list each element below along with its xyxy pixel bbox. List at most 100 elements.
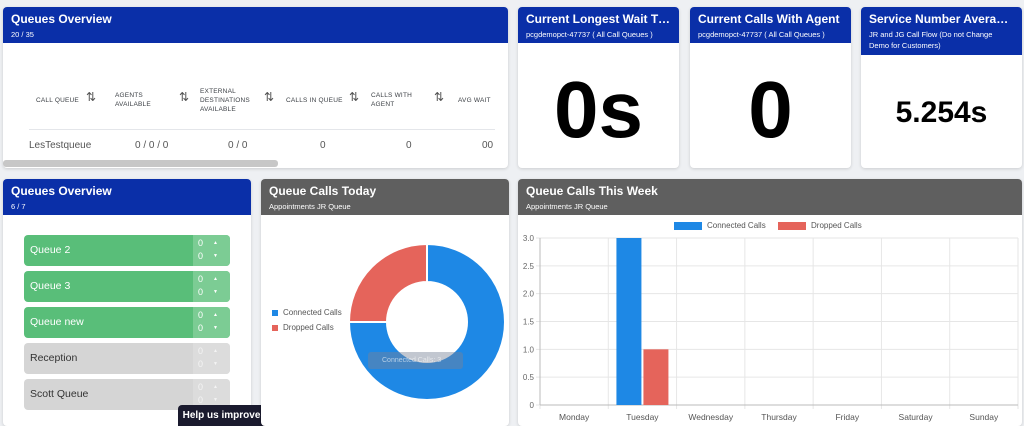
sort-icon[interactable]: ⇅ bbox=[434, 90, 445, 104]
x-tick-label: Sunday bbox=[969, 412, 999, 422]
arrow-down-icon: ▼ bbox=[213, 397, 218, 403]
arrow-up-icon: ▲ bbox=[213, 240, 218, 246]
card-title: Queue Calls This Week bbox=[526, 184, 658, 198]
legend-label: Dropped Calls bbox=[811, 221, 862, 230]
arrow-up-icon: ▲ bbox=[213, 348, 218, 354]
cell-avg-wait: 00 bbox=[482, 140, 494, 151]
queue-counts: 0 ▲ 0 ▼ bbox=[193, 271, 230, 302]
card-header: Queue Calls This Week Appointments JR Qu… bbox=[518, 179, 1022, 215]
col-call-queue[interactable]: CALL QUEUE bbox=[36, 96, 79, 104]
donut-slice-dropped-calls[interactable] bbox=[347, 242, 428, 323]
card-header: Queues Overview 20 / 35 bbox=[3, 7, 508, 43]
longest-wait-card: Current Longest Wait Time pcgdemopct-477… bbox=[518, 7, 679, 168]
legend-item-connected[interactable]: Connected Calls bbox=[272, 308, 342, 317]
queue-calls-week-card: Queue Calls This Week Appointments JR Qu… bbox=[518, 179, 1022, 426]
queue-counts: 0 ▲ 0 ▼ bbox=[193, 307, 230, 338]
help-us-improve-button[interactable]: Help us improve bbox=[178, 405, 265, 426]
x-tick-label: Wednesday bbox=[688, 412, 733, 422]
chart-tooltip: Connected Calls: 3 bbox=[368, 352, 463, 369]
card-subtitle: Appointments JR Queue bbox=[269, 202, 351, 211]
calls-with-agent-card: Current Calls With Agent pcgdemopct-4773… bbox=[690, 7, 851, 168]
y-tick-label: 3.0 bbox=[523, 234, 535, 243]
longest-wait-value: 0s bbox=[554, 65, 643, 154]
col-external-destinations[interactable]: EXTERNAL DESTINATIONS AVAILABLE bbox=[200, 87, 250, 113]
cell-agents: 0 / 0 / 0 bbox=[135, 140, 169, 151]
y-tick-label: 0 bbox=[530, 401, 535, 410]
count-b: 0 bbox=[198, 395, 204, 405]
queue-name: Queue 3 bbox=[30, 280, 71, 292]
card-title: Queues Overview bbox=[11, 12, 112, 26]
calls-with-agent-value: 0 bbox=[748, 65, 793, 154]
col-agents-available[interactable]: AGENTS AVAILABLE bbox=[115, 92, 151, 108]
queue-name: Queue 2 bbox=[30, 244, 71, 256]
card-header: Current Calls With Agent pcgdemopct-4773… bbox=[690, 7, 851, 43]
legend-item-connected[interactable]: Connected Calls bbox=[674, 221, 766, 230]
arrow-up-icon: ▲ bbox=[213, 276, 218, 282]
queue-item[interactable]: Queue 2 0 ▲ 0 ▼ bbox=[24, 235, 230, 266]
card-title: Queue Calls Today bbox=[269, 184, 377, 198]
service-number-value: 5.254s bbox=[895, 96, 988, 129]
legend-swatch bbox=[674, 221, 702, 230]
queue-counts: 0 ▲ 0 ▼ bbox=[193, 343, 230, 374]
sort-icon[interactable]: ⇅ bbox=[264, 90, 275, 104]
cell-queue[interactable]: LesTestqueue bbox=[29, 140, 92, 151]
queue-counts: 0 ▲ 0 ▼ bbox=[193, 379, 230, 410]
count-b: 0 bbox=[198, 323, 204, 333]
queue-item[interactable]: Queue 3 0 ▲ 0 ▼ bbox=[24, 271, 230, 302]
legend-label: Connected Calls bbox=[707, 221, 766, 230]
legend-item-dropped[interactable]: Dropped Calls bbox=[272, 323, 334, 332]
y-tick-label: 2.0 bbox=[523, 290, 535, 299]
count-a: 0 bbox=[198, 382, 204, 392]
table-header: CALL QUEUE ⇅ AGENTS AVAILABLE ⇅ EXTERNAL… bbox=[29, 70, 495, 130]
card-title: Current Calls With Agent bbox=[698, 12, 840, 26]
queue-name: Scott Queue bbox=[30, 388, 89, 400]
bar-connected-calls-tuesday[interactable] bbox=[616, 238, 642, 405]
count-a: 0 bbox=[198, 346, 204, 356]
arrow-down-icon: ▼ bbox=[213, 361, 218, 367]
card-subtitle: pcgdemopct-47737 ( All Call Queues ) bbox=[698, 30, 825, 39]
queue-item[interactable]: Queue new 0 ▲ 0 ▼ bbox=[24, 307, 230, 338]
x-tick-label: Monday bbox=[559, 412, 590, 422]
queue-item[interactable]: Reception 0 ▲ 0 ▼ bbox=[24, 343, 230, 374]
card-header: Service Number Average W... JR and JG Ca… bbox=[861, 7, 1022, 55]
bar-dropped-calls-tuesday[interactable] bbox=[643, 349, 669, 405]
sort-icon[interactable]: ⇅ bbox=[179, 90, 190, 104]
y-tick-label: 1.0 bbox=[523, 345, 535, 354]
legend-swatch bbox=[272, 324, 278, 331]
card-subtitle: JR and JG Call Flow (Do not Change Demo … bbox=[869, 30, 993, 50]
y-tick-label: 0.5 bbox=[523, 373, 535, 382]
card-subtitle: 20 / 35 bbox=[11, 30, 34, 39]
queues-table: CALL QUEUE ⇅ AGENTS AVAILABLE ⇅ EXTERNAL… bbox=[29, 70, 495, 160]
x-tick-label: Friday bbox=[835, 412, 859, 422]
queue-name: Reception bbox=[30, 352, 78, 364]
sort-icon[interactable]: ⇅ bbox=[349, 90, 360, 104]
card-title: Current Longest Wait Time bbox=[526, 12, 671, 26]
col-calls-in-queue[interactable]: CALLS IN QUEUE bbox=[286, 96, 343, 104]
card-header: Queues Overview 6 / 7 bbox=[3, 179, 251, 215]
y-tick-label: 2.5 bbox=[523, 262, 535, 271]
legend-swatch bbox=[272, 309, 278, 316]
bar-chart[interactable]: 0 0.5 1.0 1.5 2.0 2.5 3.0 Monday Tuesday Wednesda… bbox=[518, 231, 1022, 426]
arrow-down-icon: ▼ bbox=[213, 253, 218, 259]
col-avg-wait[interactable]: AVG WAIT bbox=[458, 96, 491, 104]
card-header: Queue Calls Today Appointments JR Queue bbox=[261, 179, 509, 215]
queue-counts: 0 ▲ 0 ▼ bbox=[193, 235, 230, 266]
count-b: 0 bbox=[198, 251, 204, 261]
arrow-up-icon: ▲ bbox=[213, 312, 218, 318]
donut-chart[interactable] bbox=[347, 242, 507, 402]
y-tick-label: 1.5 bbox=[523, 318, 535, 327]
sort-icon[interactable]: ⇅ bbox=[86, 90, 97, 104]
arrow-up-icon: ▲ bbox=[213, 384, 218, 390]
card-title: Queues Overview bbox=[11, 184, 112, 198]
count-a: 0 bbox=[198, 238, 204, 248]
x-tick-label: Tuesday bbox=[626, 412, 659, 422]
card-subtitle: 6 / 7 bbox=[11, 202, 26, 211]
queue-item[interactable]: Scott Queue 0 ▲ 0 ▼ bbox=[24, 379, 230, 410]
legend-label: Dropped Calls bbox=[283, 323, 334, 332]
legend-item-dropped[interactable]: Dropped Calls bbox=[778, 221, 862, 230]
legend-swatch bbox=[778, 221, 806, 230]
donut-slice-connected-calls[interactable] bbox=[347, 242, 506, 401]
col-calls-with-agent[interactable]: CALLS WITH AGENT bbox=[371, 92, 413, 108]
service-number-card: Service Number Average W... JR and JG Ca… bbox=[861, 7, 1022, 168]
horizontal-scrollbar[interactable] bbox=[3, 160, 278, 167]
